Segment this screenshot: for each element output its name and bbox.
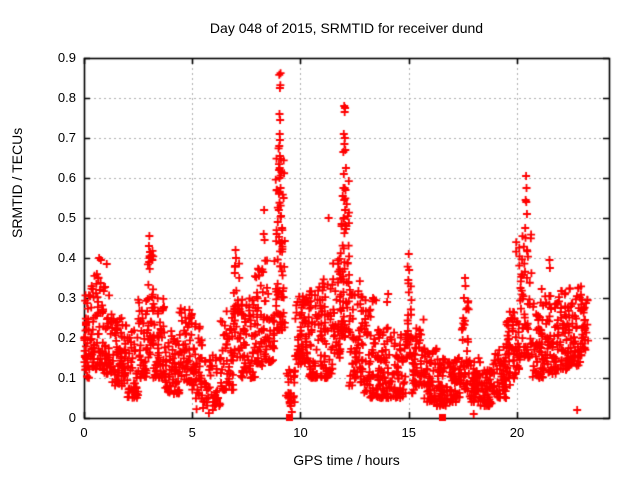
y-tick-label: 0.5: [57, 210, 76, 225]
x-tick-label: 5: [188, 425, 196, 440]
x-tick-label: 0: [80, 425, 88, 440]
y-tick-label: 0.4: [57, 250, 76, 265]
y-tick-label: 0.8: [57, 90, 76, 105]
y-tick-label: 0.7: [57, 130, 76, 145]
y-tick-label: 0.6: [57, 170, 76, 185]
x-tick-label: 20: [509, 425, 525, 440]
x-axis-label: GPS time / hours: [293, 452, 400, 468]
y-tick-label: 0.2: [57, 330, 76, 345]
y-tick-label: 0.1: [57, 370, 76, 385]
y-tick-label: 0.3: [57, 290, 76, 305]
chart-title: Day 048 of 2015, SRMTID for receiver dun…: [209, 20, 484, 36]
y-tick-label: 0.9: [57, 50, 76, 65]
x-tick-label: 15: [401, 425, 416, 440]
x-tick-label: 10: [293, 425, 308, 440]
y-tick-label: 0: [68, 410, 76, 425]
